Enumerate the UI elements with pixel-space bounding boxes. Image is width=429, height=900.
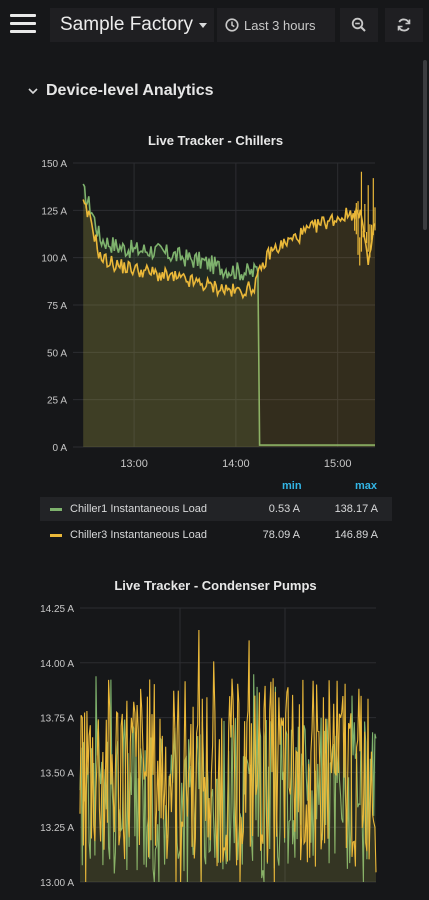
chevron-down-icon (28, 88, 38, 95)
y-tick-label: 13.75 A (40, 714, 74, 725)
y-tick-label: 13.00 A (40, 878, 74, 889)
chiller1-series-line (82, 183, 375, 446)
legend-min-header[interactable]: min (282, 480, 302, 492)
top-navbar: Sample Factory Last 3 hours (0, 0, 429, 52)
chiller3-series-line (82, 199, 376, 300)
y-tick-label: 50 A (47, 348, 67, 359)
y-tick-label: 0 A (53, 443, 68, 454)
panel-title[interactable]: Live Tracker - Chillers (147, 133, 284, 148)
legend-swatch (50, 507, 62, 511)
legend-series-name: Chiller3 Instantaneous Load (70, 529, 207, 541)
caret-down-icon (199, 22, 208, 28)
x-tick-label: 15:00 (324, 458, 352, 470)
row-header[interactable]: Device-level Analytics (28, 82, 214, 100)
chiller1-series-area (83, 184, 375, 447)
pump-yellow-series-line (79, 629, 377, 883)
legend-swatch (50, 533, 62, 537)
legend-max-header[interactable]: max (355, 480, 378, 492)
panel-title[interactable]: Live Tracker - Condenser Pumps (114, 578, 317, 593)
y-tick-label: 25 A (47, 396, 67, 407)
legend-max-value: 146.89 A (334, 529, 378, 541)
y-tick-label: 100 A (41, 254, 67, 265)
chiller3-series-area (83, 199, 375, 447)
clock-icon (225, 18, 239, 32)
time-range-picker[interactable]: Last 3 hours (217, 8, 335, 42)
y-tick-label: 14.00 A (40, 659, 74, 670)
condenser-pumps-chart[interactable]: 13.00 A 13.25 A 13.50 A 13.75 A 14.00 A 14.25… (18, 600, 413, 900)
refresh-button[interactable] (385, 8, 423, 42)
refresh-icon (397, 18, 411, 32)
legend-max-value: 138.17 A (334, 503, 378, 515)
y-tick-label: 75 A (47, 301, 67, 312)
dashboard-picker[interactable]: Sample Factory (50, 8, 214, 42)
zoom-out-button[interactable] (340, 8, 378, 42)
legend-min-value: 78.09 A (262, 529, 300, 541)
legend-item-chiller3[interactable]: Chiller3 Instantaneous Load 78.09 A 146.… (40, 523, 392, 547)
y-tick-label: 150 A (41, 159, 67, 170)
y-tick-label: 13.25 A (40, 823, 74, 834)
row-title: Device-level Analytics (46, 82, 214, 99)
scrollbar[interactable] (423, 60, 427, 230)
y-tick-label: 125 A (41, 206, 67, 217)
legend-min-value: 0.53 A (268, 503, 300, 515)
legend-series-name: Chiller1 Instantaneous Load (70, 503, 207, 515)
y-tick-label: 13.50 A (40, 768, 74, 779)
zoom-out-icon (351, 17, 366, 32)
condenser-pumps-panel: Live Tracker - Condenser Pumps 13.00 A 13… (18, 570, 413, 900)
chillers-panel: Live Tracker - Chillers 0 A 25 A 50 A 75 A 1… (18, 125, 413, 555)
time-range-label: Last 3 hours (244, 17, 316, 33)
y-tick-label: 14.25 A (40, 604, 74, 615)
dashboard-title: Sample Factory (60, 14, 194, 35)
chillers-chart[interactable]: 0 A 25 A 50 A 75 A 100 A 125 A 150 A 13:00 14:00… (18, 155, 413, 495)
x-tick-label: 13:00 (120, 458, 148, 470)
legend-item-chiller1[interactable]: Chiller1 Instantaneous Load 0.53 A 138.1… (40, 497, 392, 521)
x-tick-label: 14:00 (222, 458, 250, 470)
menu-icon[interactable] (10, 12, 38, 36)
